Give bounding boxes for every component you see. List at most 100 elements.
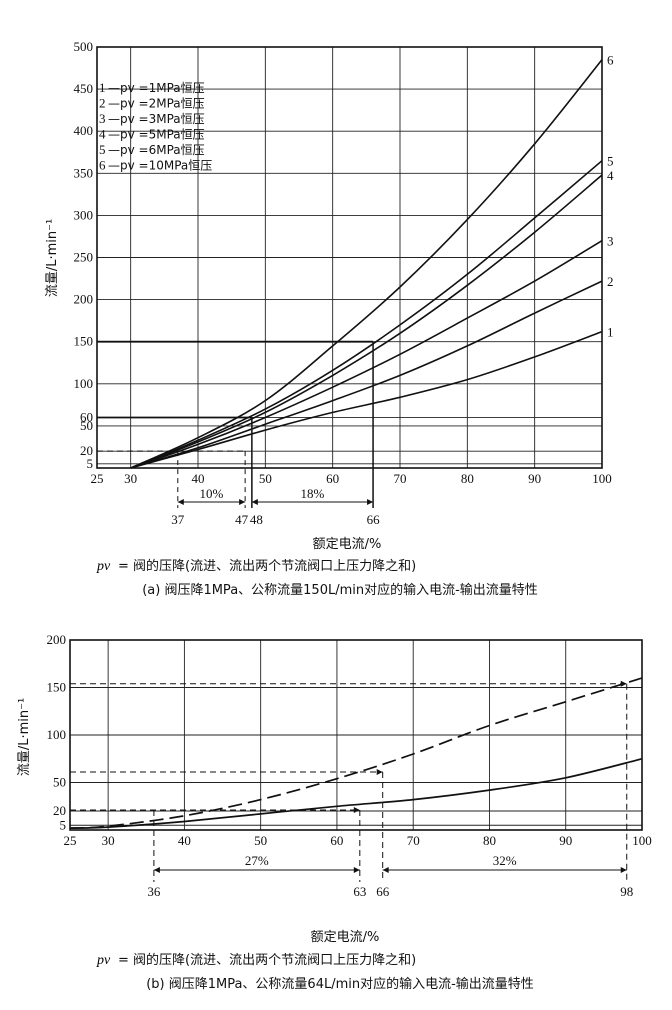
chart-b-guide-arrow-154 [620, 680, 627, 687]
chart-b-x-tick-label: 70 [407, 833, 420, 848]
chart-b-x-tick-label: 60 [330, 833, 343, 848]
chart-a-series-line-4 [130, 174, 603, 469]
chart-a-y-tick-label: 450 [74, 81, 94, 96]
chart-a-ylabel: 流量/L·min⁻¹ [45, 219, 60, 297]
chart-a-y-tick-label: 50 [80, 418, 93, 433]
chart-b-guide-arrow-21 [353, 807, 360, 814]
chart-a-legend-num: 1 [99, 80, 106, 95]
chart-a-legend-item-4: 4 —pv =5MPa恒压 [99, 127, 205, 142]
chart-b-span-arrow-left-0 [153, 867, 160, 873]
chart-b-plot-frame [69, 639, 643, 831]
chart-b-bottom-tick-label: 98 [620, 884, 633, 899]
chart-a-series-end-labels: 1 2 3 45 6 [607, 53, 614, 340]
chart-a-y-tick-label: 500 [74, 39, 94, 54]
chart-a-span-label-0: 10% [200, 486, 224, 501]
chart-a-x-tick-label: 100 [592, 471, 612, 486]
chart-a-legend-num: 2 [99, 96, 106, 111]
chart-b-bottom-tick-label: 66 [376, 884, 390, 899]
chart-a-legend-num: 3 [99, 111, 106, 126]
chart-a-legend-text: —pv =2MPa恒压 [108, 97, 205, 111]
chart-a-bottom-tick-label: 48 [250, 512, 263, 527]
chart-b-grid [69, 639, 643, 830]
chart-a-legend-item-6: 6 —pv =10MPa恒压 [99, 158, 212, 173]
chart-b-bottom-tick-label: 63 [353, 884, 366, 899]
chart-a-legend-item-1: 1 —pv =1MPa恒压 [99, 80, 205, 95]
chart-b-x-tick-label: 50 [254, 833, 267, 848]
chart-a-x-tick-labels: 25 30 40 50 60 70 80 90 100 [91, 471, 612, 486]
chart-a-series-label-4: 4 [607, 168, 614, 183]
chart-a-x-tick-label: 30 [124, 471, 137, 486]
chart-a-series-label-6: 6 [607, 53, 614, 68]
chart-a-series-label-2: 2 [607, 274, 614, 289]
chart-a-y-tick-label: 20 [80, 443, 93, 458]
chart-a-y-tick-label: 250 [74, 250, 94, 265]
chart-a-plot-frame [96, 46, 603, 469]
chart-a-span-arrow-left-0 [177, 499, 184, 505]
chart-a-legend-num: 4 [99, 127, 106, 142]
chart-b-span-arrow-right-1 [620, 867, 627, 873]
chart-a-bottom-tick-label: 47 [235, 512, 249, 527]
chart-b-note: pv = 阀的压降(流进、流出两个节流阀口上压力降之和) [96, 952, 416, 968]
chart-b-y-tick-labels: 520 50 100 150 200 [47, 632, 67, 832]
chart-b-bottom-tick-label: 36 [147, 884, 161, 899]
chart-a-legend-text: —pv =10MPa恒压 [108, 159, 212, 173]
chart-b: 25 30 40 50 60 70 80 90 100 520 50 100 150 200 36 63 6… [17, 632, 652, 992]
chart-b-ylabel: 流量/L·min⁻¹ [17, 698, 32, 776]
chart-a-span-arrow-right-0 [239, 499, 246, 505]
chart-a-y-tick-label: 200 [74, 292, 94, 307]
chart-a-x-tick-label: 80 [461, 471, 474, 486]
chart-b-x-tick-label: 30 [102, 833, 115, 848]
chart-a-legend-item-3: 3 —pv =3MPa恒压 [99, 111, 205, 126]
chart-a-legend-text: —pv =6MPa恒压 [108, 143, 205, 157]
chart-b-series-line-solid [69, 757, 643, 829]
chart-b-guide-arrow-61 [376, 769, 383, 776]
chart-b-y-tick-label: 5 [60, 817, 67, 832]
chart-a-note-symbol: pv [96, 559, 111, 574]
chart-b-note-symbol: pv [96, 953, 111, 968]
chart-a-x-tick-label: 60 [326, 471, 339, 486]
chart-b-span-arrow-left-1 [382, 867, 389, 873]
chart-a-y-tick-label: 5 [87, 456, 94, 471]
chart-a-x-tick-label: 50 [259, 471, 272, 486]
chart-a-legend-item-5: 5 —pv =6MPa恒压 [99, 142, 205, 157]
chart-a-xlabel: 额定电流/% [313, 537, 382, 552]
chart-b-y-tick-label: 150 [47, 680, 67, 695]
chart-a-y-tick-label: 100 [74, 376, 94, 391]
chart-a: 25 30 40 50 60 70 80 90 100 52050601001502002503… [45, 39, 614, 598]
chart-b-note-text: = 阀的压降(流进、流出两个节流阀口上压力降之和) [118, 952, 416, 968]
chart-a-series-line-2 [130, 280, 603, 469]
chart-a-legend-text: —pv =3MPa恒压 [108, 112, 205, 126]
chart-a-series-line-5 [130, 160, 603, 469]
chart-b-series-line-dashed [69, 677, 643, 829]
chart-a-series [130, 59, 603, 469]
chart-b-x-tick-label: 80 [483, 833, 496, 848]
chart-a-span-arrow-right-1 [367, 499, 374, 505]
chart-b-span-arrow-right-0 [353, 867, 360, 873]
chart-b-x-tick-label: 90 [559, 833, 572, 848]
chart-a-x-tick-label: 25 [91, 471, 104, 486]
chart-a-note: pv = 阀的压降(流进、流出两个节流阀口上压力降之和) [96, 558, 416, 574]
chart-a-legend-item-2: 2 —pv =2MPa恒压 [99, 96, 205, 111]
chart-b-y-tick-label: 20 [53, 803, 66, 818]
chart-b-x-tick-label: 100 [632, 833, 652, 848]
chart-a-x-tick-label: 40 [192, 471, 205, 486]
chart-a-series-line-1 [130, 330, 603, 469]
chart-b-span-label-1: 32% [493, 853, 517, 868]
chart-a-bottom-annotations: 37 47 48 66 10% 18% [171, 486, 380, 527]
chart-a-x-tick-label: 70 [394, 471, 407, 486]
chart-a-series-line-6 [130, 59, 603, 469]
chart-a-series-label-1: 1 [607, 325, 614, 340]
chart-a-note-text: = 阀的压降(流进、流出两个节流阀口上压力降之和) [118, 558, 416, 574]
chart-a-bottom-tick-label: 66 [367, 512, 381, 527]
chart-a-span-arrow-left-1 [251, 499, 258, 505]
chart-b-x-tick-labels: 25 30 40 50 60 70 80 90 100 [64, 833, 652, 848]
chart-a-series-label-5: 5 [607, 154, 614, 169]
chart-a-y-tick-label: 300 [74, 207, 94, 222]
chart-b-y-tick-label: 50 [53, 775, 66, 790]
chart-b-x-tick-label: 25 [64, 833, 77, 848]
chart-a-legend-text: —pv =5MPa恒压 [108, 128, 205, 142]
chart-a-legend-text: —pv =1MPa恒压 [108, 81, 205, 95]
